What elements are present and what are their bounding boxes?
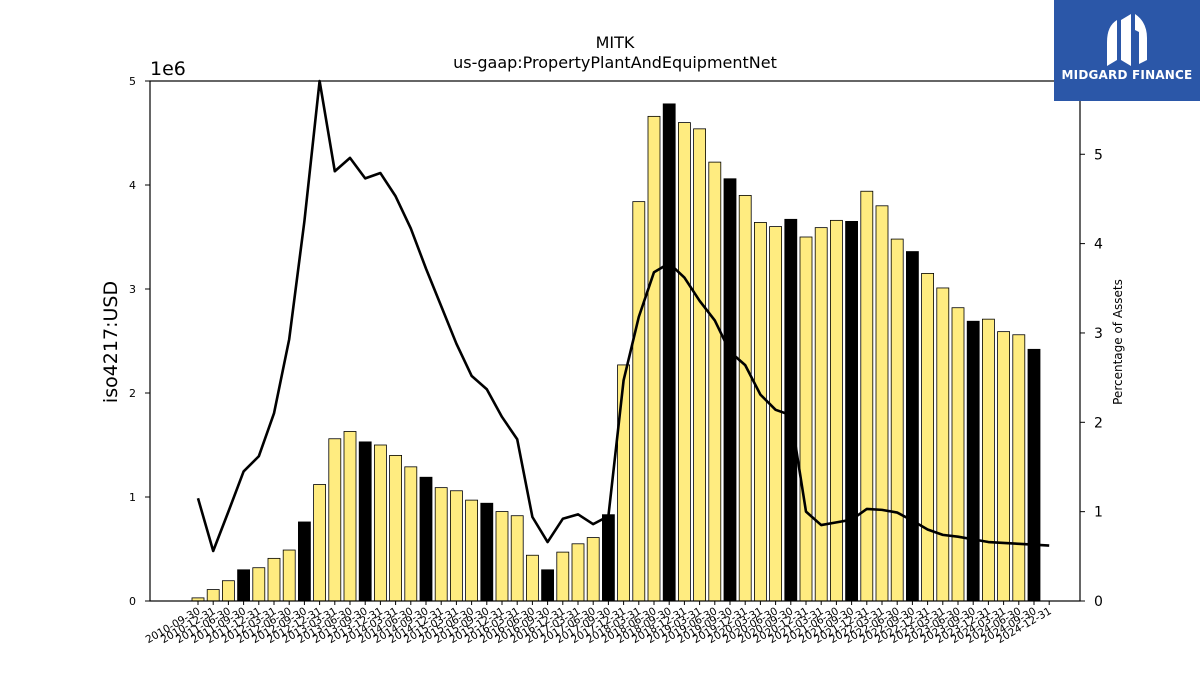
bar-2010-12-31 [206, 589, 220, 602]
y2-tick-label: 3 [1094, 326, 1103, 342]
bar-2020-06-30 [769, 226, 782, 602]
y-tick-label: 1 [129, 491, 136, 504]
chart-title: MITK [596, 33, 635, 52]
y2-tick-label: 1 [1094, 505, 1103, 521]
bar-2012-09-30 [297, 521, 311, 602]
bar-2022-03-31 [875, 205, 889, 602]
bar-2018-06-30 [647, 115, 661, 602]
bar-2022-12-31 [921, 272, 934, 602]
bar-2017-12-31 [617, 364, 630, 602]
bar-2019-06-30 [708, 161, 722, 602]
bar-2016-03-31 [510, 515, 524, 602]
bar-2023-12-31 [982, 318, 995, 602]
bar-2021-09-30 [845, 220, 858, 602]
bar-2016-09-30 [541, 569, 554, 602]
bar-2019-03-31 [693, 128, 706, 602]
bar-2021-12-31 [860, 190, 874, 602]
y2-tick-label: 5 [1094, 147, 1103, 163]
bar-2016-12-31 [556, 551, 570, 602]
bar-2014-06-30 [404, 466, 418, 602]
bar-2020-09-30 [784, 218, 798, 602]
y-tick-label: 0 [129, 595, 136, 608]
y2-axis-ticks: 0 1 2 3 4 5 [1080, 147, 1103, 610]
percentage-of-assets-line [196, 79, 1050, 553]
bar-2015-06-30 [465, 499, 479, 602]
bar-2011-12-31 [252, 567, 266, 602]
bar-2011-09-30 [237, 569, 251, 602]
bar-2012-12-31 [313, 484, 327, 602]
bar-2018-03-31 [632, 201, 646, 602]
bar-2014-12-31 [434, 487, 448, 602]
y2-tick-label: 4 [1094, 237, 1103, 253]
bar-2013-09-30 [358, 441, 372, 602]
y2-tick-label: 0 [1094, 594, 1103, 610]
bar-2016-06-30 [526, 554, 539, 602]
chart-subtitle: us-gaap:PropertyPlantAndEquipmentNet [453, 53, 777, 72]
x-axis-ticks: 2010-09-302010-12-312011-06-302011-09-30… [144, 601, 1054, 646]
bar-2021-03-31 [814, 227, 828, 602]
bar-2017-03-31 [571, 543, 585, 602]
bar-2023-06-30 [951, 307, 965, 602]
bar-2020-03-31 [754, 222, 767, 602]
line-series [196, 79, 1050, 553]
bar-2015-03-31 [449, 490, 463, 602]
y-tick-label: 5 [129, 75, 136, 88]
bar-2023-09-30 [966, 320, 980, 602]
bar-series [191, 103, 1041, 602]
logo-mark-icon [1107, 14, 1147, 66]
bar-2011-06-30 [221, 580, 235, 602]
bar-2014-09-30 [419, 476, 433, 602]
logo-text: MIDGARD FINANCE [1061, 68, 1193, 82]
bar-2023-03-31 [936, 287, 950, 602]
bar-2017-09-30 [602, 514, 615, 602]
bar-2024-09-30 [1027, 348, 1041, 602]
bar-2024-06-30 [1012, 334, 1026, 602]
y-axis-label: iso4217:USD [100, 281, 122, 403]
bar-2022-09-30 [906, 251, 919, 602]
bar-2013-06-30 [343, 431, 357, 602]
bar-2019-09-30 [723, 178, 737, 602]
bar-2022-06-30 [890, 238, 904, 602]
bar-2015-12-31 [495, 511, 509, 602]
bar-2015-09-30 [480, 502, 494, 602]
y2-tick-label: 2 [1094, 415, 1103, 431]
bar-2021-06-30 [830, 219, 843, 602]
plot-frame [149, 80, 1081, 602]
y2-axis-label: Percentage of Assets [1111, 279, 1125, 405]
y-axis-ticks: 0 1 2 3 4 5 [129, 75, 150, 608]
bar-2019-12-31 [738, 194, 752, 602]
y-multiplier-label: 1e6 [150, 58, 186, 80]
bar-2013-03-31 [328, 438, 342, 602]
bar-2017-06-30 [586, 537, 600, 602]
bar-2018-09-30 [662, 103, 676, 602]
bar-2014-03-31 [389, 454, 403, 602]
bar-2012-06-30 [282, 549, 296, 602]
bar-2013-12-31 [373, 444, 387, 602]
bar-2018-12-31 [678, 122, 691, 602]
y-tick-label: 4 [129, 179, 136, 192]
y-tick-label: 2 [129, 387, 136, 400]
bar-2020-12-31 [799, 236, 813, 602]
y-tick-label: 3 [129, 283, 136, 296]
bar-2024-03-31 [997, 331, 1010, 602]
bar-2012-03-31 [267, 557, 281, 602]
midgard-finance-logo: MIDGARD FINANCE [1054, 0, 1200, 101]
